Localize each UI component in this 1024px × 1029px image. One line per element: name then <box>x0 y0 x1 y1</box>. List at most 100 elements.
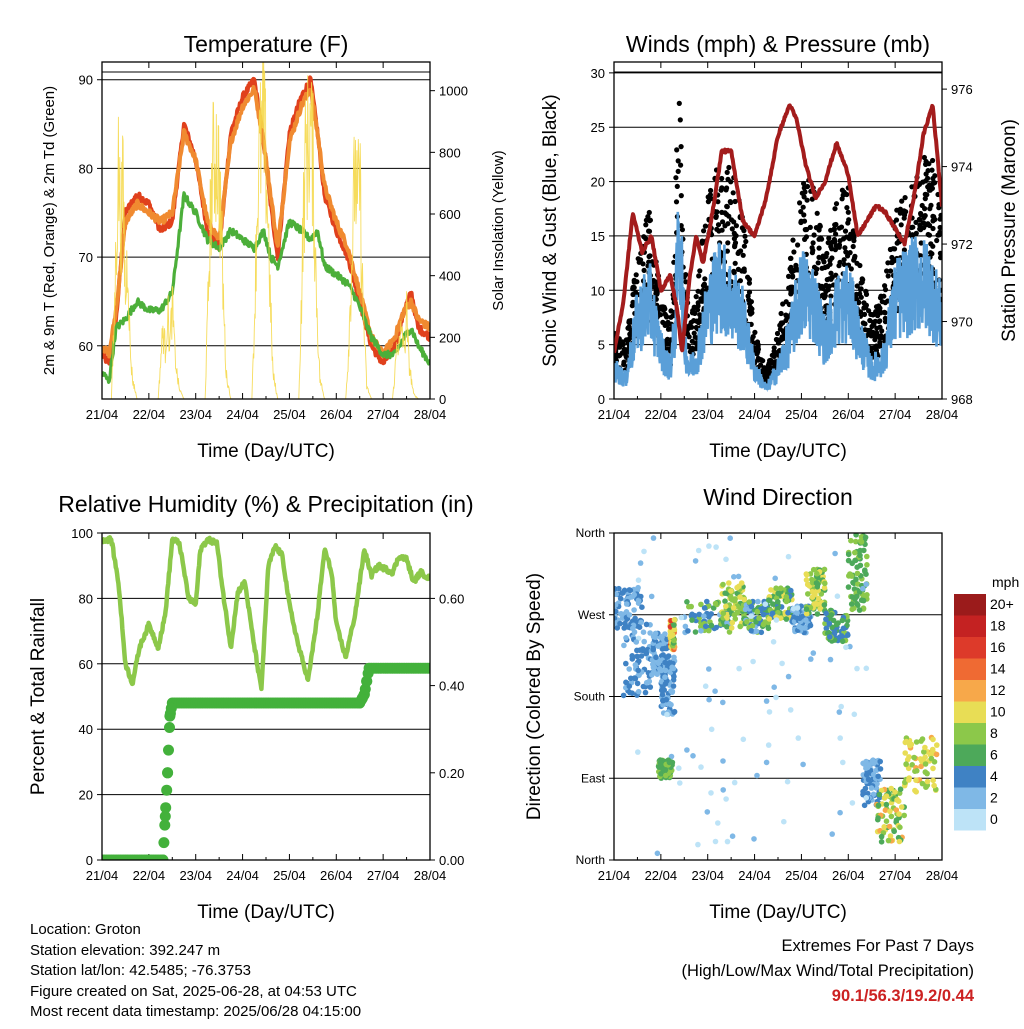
direction-point <box>852 557 858 564</box>
direction-point <box>827 634 833 640</box>
temperature-ytick-label: 60 <box>79 339 93 354</box>
direction-point <box>854 593 860 600</box>
direction-point <box>712 838 719 845</box>
direction-point <box>930 777 936 784</box>
gust-point <box>837 238 843 244</box>
gust-point <box>720 219 726 225</box>
gust-point <box>825 240 831 246</box>
gust-point <box>692 310 698 316</box>
direction-point <box>784 778 791 785</box>
direction-point <box>713 624 719 631</box>
direction-point <box>921 749 927 755</box>
direction-point <box>857 552 863 559</box>
gust-point <box>801 212 807 218</box>
gust-point <box>934 237 940 244</box>
direction-point <box>788 587 794 594</box>
direction-point <box>918 763 924 770</box>
gust-point <box>833 272 839 278</box>
gust-point <box>643 222 649 228</box>
temperature-y2tick-label: 600 <box>439 207 461 222</box>
gust-point <box>697 268 703 274</box>
gust-point <box>869 345 875 351</box>
direction-point <box>862 567 868 573</box>
winds-y2tick-label: 972 <box>951 237 973 252</box>
direction-point <box>877 758 883 765</box>
gust-point <box>673 199 680 205</box>
gust-point <box>922 213 928 219</box>
direction-point <box>876 791 883 798</box>
direction-point <box>657 759 664 766</box>
gust-point <box>739 225 746 231</box>
winds-xtick-label: 26/04 <box>832 407 865 422</box>
direction-point <box>692 629 699 635</box>
direction-point <box>837 809 843 816</box>
direction-point <box>823 625 830 632</box>
temperature-xlabel: Time (Day/UTC) <box>197 441 335 462</box>
humidity-series-rh <box>102 535 430 692</box>
temperature-plot-frame <box>101 61 431 400</box>
direction-point <box>706 614 712 620</box>
humidity-y2tick-label: 0.60 <box>439 591 464 606</box>
gust-point <box>715 199 721 205</box>
winds-y2tick-label: 968 <box>951 392 973 407</box>
direction-point <box>883 793 890 799</box>
direction-point <box>875 802 882 809</box>
direction-point <box>751 836 757 842</box>
direction-point <box>923 784 929 790</box>
direction-point <box>662 667 669 674</box>
precip-point <box>161 784 173 796</box>
gust-point <box>837 259 843 265</box>
gust-point <box>678 162 684 168</box>
gust-point <box>693 294 699 300</box>
gust-point <box>828 293 834 299</box>
direction-point <box>834 593 841 599</box>
direction-point <box>631 675 638 681</box>
direction-point <box>853 533 859 538</box>
gust-point <box>847 250 853 256</box>
direction-point <box>737 623 743 630</box>
direction-point <box>756 615 762 621</box>
direction-point <box>702 683 709 689</box>
gust-point <box>882 315 888 321</box>
gust-point <box>844 191 850 198</box>
gust-point <box>646 209 652 216</box>
gust-point <box>804 197 810 203</box>
direction-point <box>623 660 629 667</box>
direction-point <box>635 577 642 583</box>
gust-point <box>662 306 668 312</box>
gust-point <box>920 220 927 226</box>
direction-xtick-label: 22/04 <box>645 868 678 883</box>
temperature-y2tick-label: 400 <box>439 269 461 284</box>
gust-point <box>873 304 880 310</box>
gust-point <box>829 239 835 245</box>
gust-point <box>647 217 654 223</box>
direction-point <box>677 780 683 786</box>
direction-point <box>909 762 915 768</box>
direction-point <box>875 773 881 780</box>
direction-point <box>695 841 701 848</box>
direction-point <box>773 694 779 701</box>
gust-point <box>823 282 829 288</box>
direction-xtick-label: 21/04 <box>598 868 631 883</box>
direction-point <box>864 562 870 568</box>
direction-point <box>882 807 889 813</box>
legend-label: 20+ <box>990 596 1014 612</box>
legend-swatch <box>954 615 986 637</box>
winds-series-pressure <box>614 103 942 354</box>
location-text: Location: Groton <box>30 921 141 938</box>
gust-point <box>861 305 867 311</box>
gust-point <box>882 310 888 316</box>
direction-point <box>828 612 835 618</box>
direction-point <box>640 629 647 635</box>
gust-point <box>771 345 777 351</box>
humidity-xtick-label: 22/04 <box>133 868 166 883</box>
direction-xtick-label: 27/04 <box>879 868 912 883</box>
gust-point <box>674 147 680 153</box>
gust-point <box>695 307 701 313</box>
direction-point <box>753 619 759 625</box>
gust-point <box>918 240 924 246</box>
direction-point <box>734 609 741 616</box>
direction-point <box>653 654 659 661</box>
humidity-xtick-label: 28/04 <box>414 868 447 883</box>
direction-point <box>775 599 781 605</box>
